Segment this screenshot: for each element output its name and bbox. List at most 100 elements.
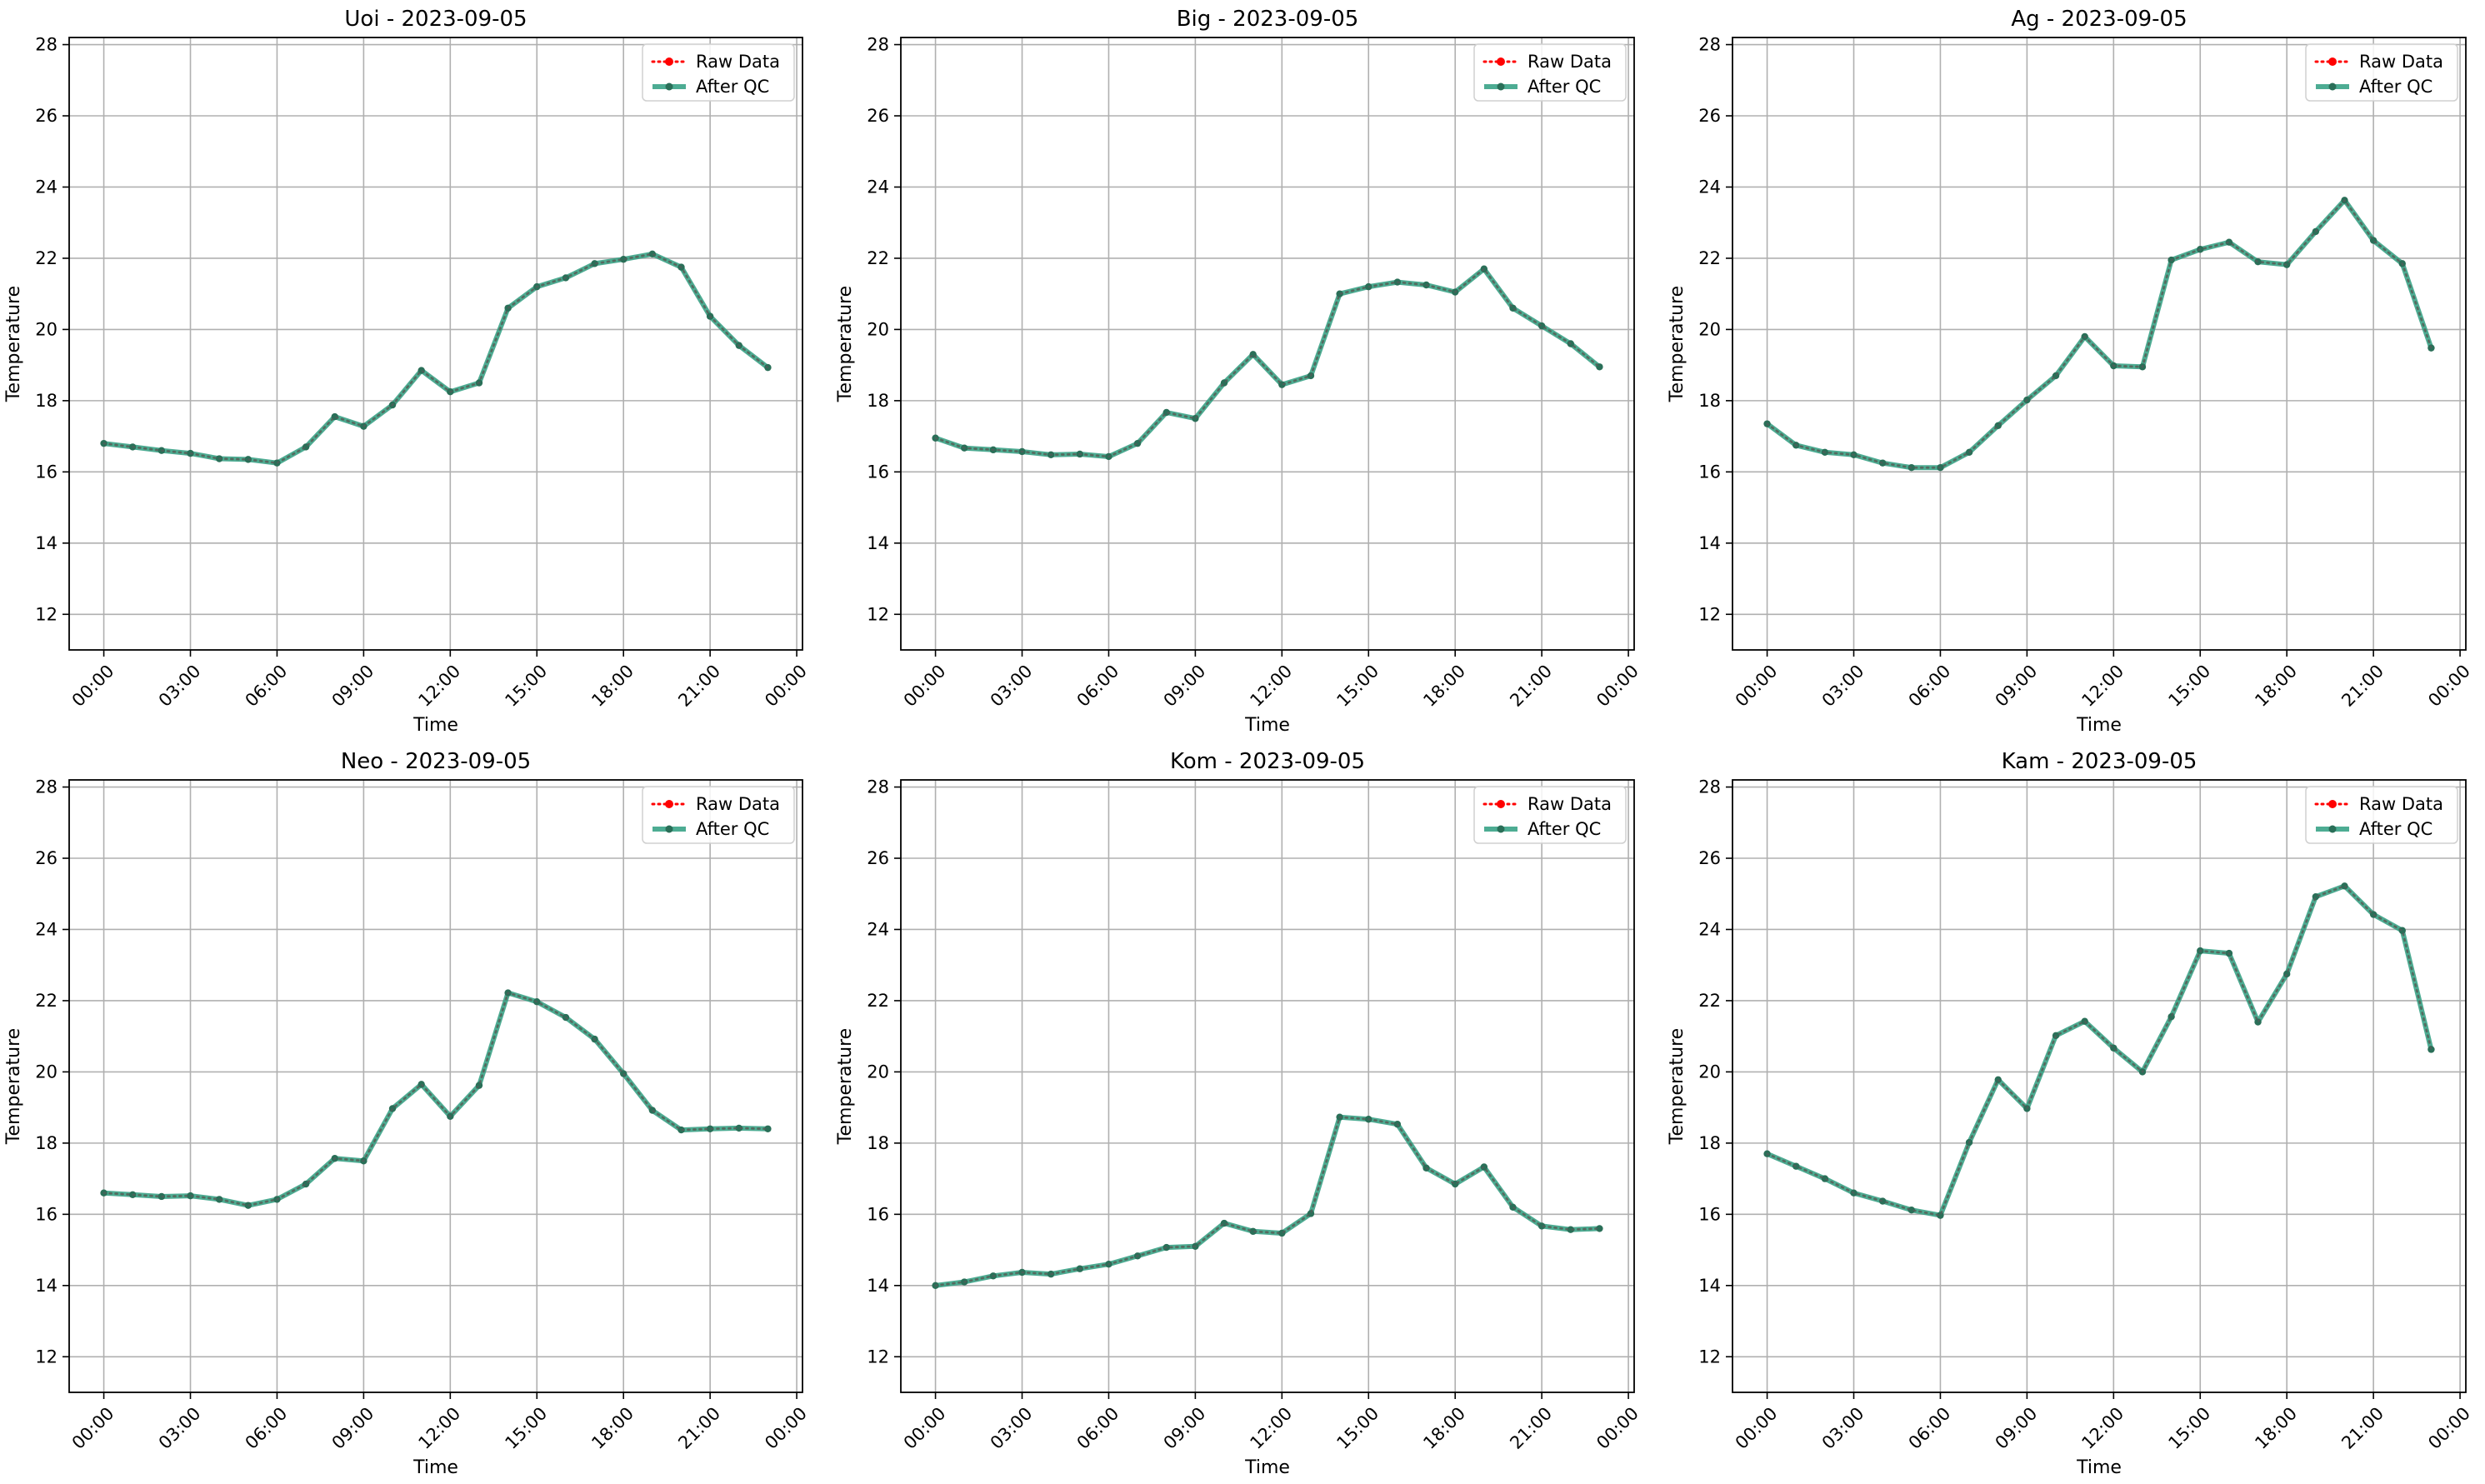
y-tick-label: 20 — [35, 1062, 58, 1082]
chart-title: Neo - 2023-09-05 — [341, 749, 531, 774]
y-tick-label: 28 — [35, 35, 58, 55]
y-tick-label: 18 — [867, 391, 889, 411]
legend: Raw Data After QC — [1473, 43, 1627, 102]
legend-label-after-qc: After QC — [2359, 819, 2432, 839]
raw-data-overlay — [1766, 198, 2432, 469]
after-qc-point — [1596, 1225, 1603, 1232]
axes-frame — [1732, 779, 2467, 1393]
y-tick-label: 14 — [867, 1276, 889, 1296]
y-tick-label: 14 — [35, 1276, 58, 1296]
legend-label-after-qc: After QC — [1528, 77, 1601, 97]
y-tick-label: 14 — [1698, 533, 1721, 553]
legend-raw-marker — [1497, 57, 1505, 66]
legend-raw-marker — [1497, 800, 1505, 808]
y-tick-label: 16 — [35, 462, 58, 482]
y-tick-label: 12 — [35, 1347, 58, 1367]
after-qc-point — [2225, 238, 2233, 246]
legend-label-raw-data: Raw Data — [696, 794, 780, 814]
after-qc-point — [2282, 970, 2291, 978]
after-qc-point — [2428, 1046, 2435, 1053]
x-axis-label: Time — [412, 715, 458, 736]
y-tick-label: 26 — [867, 848, 889, 868]
y-tick-label: 18 — [1698, 1133, 1721, 1153]
raw-data-overlay — [102, 252, 769, 464]
y-tick-label: 26 — [35, 848, 58, 868]
y-tick-label: 16 — [867, 462, 889, 482]
after-qc-point — [1878, 1197, 1887, 1205]
y-tick-label: 24 — [1698, 177, 1721, 197]
chart-panel-5: 00:00 03:00 06:00 09:00 12:00 15:00 18:00 21:00… — [835, 749, 1642, 1478]
chart-title: Kam - 2023-09-05 — [2002, 749, 2198, 774]
x-axis-label: Time — [2076, 1457, 2122, 1478]
y-tick-label: 28 — [867, 35, 889, 55]
y-tick-label: 20 — [867, 319, 889, 339]
y-tick-label: 18 — [1698, 391, 1721, 411]
legend: Raw Data After QC — [642, 786, 795, 844]
x-axis-label: Time — [412, 1457, 458, 1478]
y-tick-label: 14 — [35, 533, 58, 553]
after-qc-point — [1567, 1226, 1574, 1233]
y-tick-label: 28 — [1698, 777, 1721, 797]
y-tick-label: 16 — [1698, 1204, 1721, 1224]
y-tick-label: 12 — [867, 604, 889, 624]
chart-panel-6: 00:00 03:00 06:00 09:00 12:00 15:00 18:00 21:00… — [1667, 749, 2474, 1478]
plot-area — [69, 780, 802, 1392]
after-qc-point — [1451, 1180, 1459, 1188]
y-axis-label: Temperature — [1667, 286, 1688, 402]
y-tick-label: 14 — [1698, 1276, 1721, 1296]
y-tick-label: 28 — [35, 777, 58, 797]
y-tick-label: 26 — [867, 106, 889, 126]
raw-data-overlay — [1766, 885, 2432, 1217]
legend-after-qc-marker — [665, 82, 673, 91]
legend-after-qc-marker — [2328, 82, 2337, 91]
legend-after-qc-marker — [1497, 82, 1505, 91]
legend-label-after-qc: After QC — [1528, 819, 1601, 839]
y-tick-label: 20 — [1698, 1062, 1721, 1082]
y-tick-label: 24 — [867, 919, 889, 939]
after-qc-point — [1821, 1175, 1829, 1182]
legend-label-raw-data: Raw Data — [2359, 794, 2443, 814]
y-tick-label: 18 — [867, 1133, 889, 1153]
legend-raw-marker — [2328, 800, 2337, 808]
legend-label-raw-data: Raw Data — [696, 52, 780, 72]
after-qc-point — [1908, 1207, 1916, 1214]
raw-data-overlay — [102, 992, 769, 1207]
after-qc-point — [2254, 1018, 2262, 1026]
after-qc-point — [735, 1124, 742, 1132]
y-tick-label: 12 — [867, 1347, 889, 1367]
y-tick-label: 24 — [35, 919, 58, 939]
y-axis-label: Temperature — [1667, 1028, 1688, 1145]
y-tick-label: 24 — [1698, 919, 1721, 939]
y-tick-label: 18 — [35, 391, 58, 411]
y-tick-label: 24 — [867, 177, 889, 197]
axes-frame — [900, 779, 1635, 1393]
axes-frame — [68, 37, 803, 651]
plot-area — [1732, 780, 2466, 1392]
after-qc-point — [1937, 1212, 1944, 1219]
y-tick-label: 22 — [1698, 248, 1721, 268]
y-tick-label: 22 — [35, 991, 58, 1011]
axes-frame — [900, 37, 1635, 651]
y-tick-label: 16 — [867, 1204, 889, 1224]
y-tick-label: 28 — [1698, 35, 1721, 55]
legend-raw-marker — [665, 57, 673, 66]
y-tick-label: 26 — [1698, 106, 1721, 126]
chart-title: Big - 2023-09-05 — [1177, 7, 1359, 32]
plot-area — [901, 37, 1634, 650]
y-tick-label: 12 — [1698, 604, 1721, 624]
y-tick-label: 16 — [35, 1204, 58, 1224]
legend: Raw Data After QC — [2305, 43, 2458, 102]
chart-title: Kom - 2023-09-05 — [1170, 749, 1365, 774]
y-tick-label: 14 — [867, 533, 889, 553]
plot-area — [69, 37, 802, 650]
chart-title: Uoi - 2023-09-05 — [344, 7, 527, 32]
legend-label-raw-data: Raw Data — [2359, 52, 2443, 72]
y-tick-label: 26 — [35, 106, 58, 126]
after-qc-point — [648, 250, 657, 258]
legend-raw-marker — [665, 800, 673, 808]
legend-label-after-qc: After QC — [2359, 77, 2432, 97]
after-qc-point — [2312, 892, 2320, 901]
y-tick-label: 22 — [1698, 991, 1721, 1011]
x-axis-label: Time — [1244, 1457, 1290, 1478]
chart-panel-1: 00:00 03:00 06:00 09:00 12:00 15:00 18:00 21:00… — [3, 7, 811, 736]
